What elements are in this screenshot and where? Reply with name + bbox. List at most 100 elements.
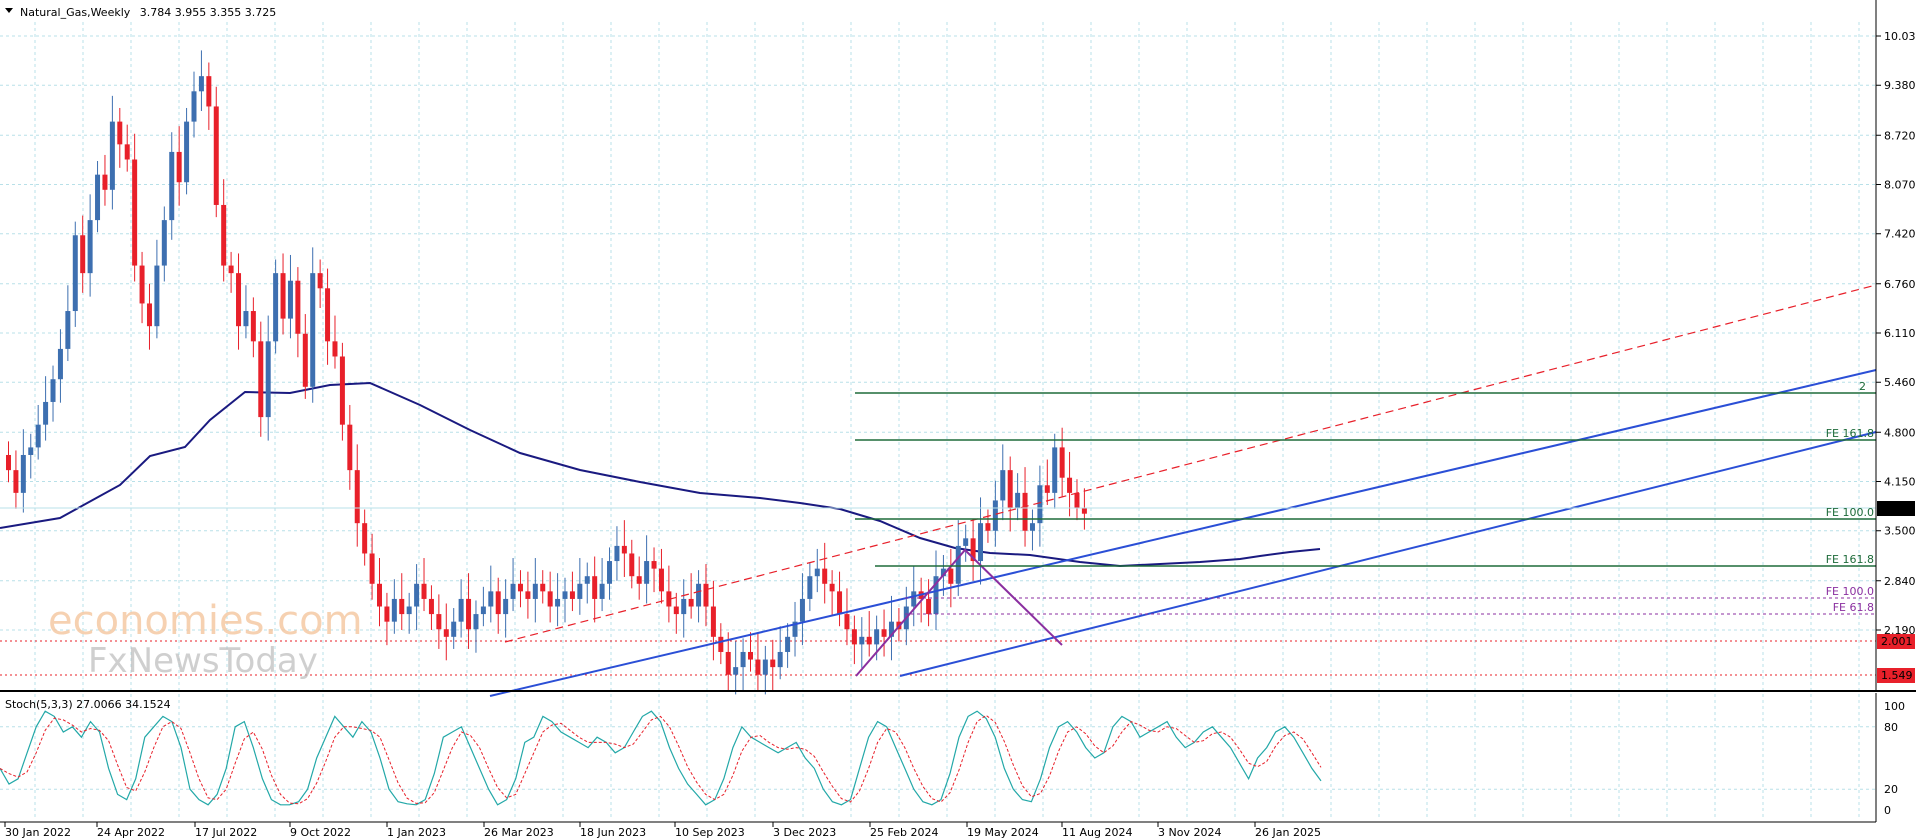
candle-body — [287, 280, 293, 319]
candle-body — [978, 523, 984, 562]
candle-body — [748, 651, 753, 660]
candle-body — [963, 538, 969, 546]
candle-body — [236, 273, 242, 327]
candle-body — [985, 523, 991, 531]
candle-body — [280, 273, 286, 319]
candle-body — [710, 606, 716, 637]
candle-body — [555, 598, 561, 607]
candle-body — [451, 621, 457, 637]
candle-body — [547, 591, 553, 607]
dashed-resistance-line[interactable] — [504, 284, 1877, 643]
stoch-level-label: 100 — [1884, 700, 1905, 713]
abc-pattern-line[interactable] — [855, 548, 1063, 677]
candle-body — [532, 583, 538, 599]
candle-body — [117, 121, 123, 145]
time-axis[interactable]: 30 Jan 2022 24 Apr 2022 17 Jul 2022 9 Oct 2… — [4, 822, 1321, 839]
current-price-text: 3.725 — [1881, 502, 1913, 515]
candle-body — [569, 591, 575, 599]
candle-body — [577, 583, 583, 599]
fib-label-purple-100: FE 100.0 — [1826, 585, 1874, 598]
candle-body — [57, 348, 63, 380]
time-label: 24 Apr 2022 — [97, 826, 165, 839]
candle-body — [725, 651, 731, 675]
candle-body — [354, 470, 360, 524]
candle-body — [844, 614, 850, 630]
candle-body — [243, 311, 249, 327]
time-label: 10 Sep 2023 — [675, 826, 745, 839]
price-label: 4.800 — [1884, 426, 1916, 439]
fib-label-lower-161: FE 161.8 — [1826, 553, 1874, 566]
candle-body — [510, 583, 516, 599]
candle-body — [792, 621, 798, 637]
price-label: 4.150 — [1884, 476, 1916, 489]
candle-body — [302, 333, 308, 387]
candle-body — [161, 220, 167, 266]
time-label: 30 Jan 2022 — [5, 826, 71, 839]
candle-body — [488, 591, 494, 607]
candle-body — [933, 576, 939, 615]
time-label: 26 Jan 2025 — [1255, 826, 1321, 839]
candle-body — [132, 159, 138, 266]
candle-body — [176, 151, 182, 183]
candlesticks — [6, 50, 1087, 695]
candle-body — [80, 235, 86, 274]
fib-label-161: FE 161.8 — [1826, 427, 1874, 440]
candle-body — [814, 568, 820, 577]
channel-lower-line[interactable] — [899, 431, 1877, 677]
candle-body — [384, 606, 390, 622]
candle-body — [443, 629, 449, 637]
price-label: 2.840 — [1884, 575, 1916, 588]
price-axis[interactable]: 10.030 9.380 8.720 8.070 7.420 6.760 6.110 5.46… — [1876, 30, 1916, 637]
candle-body — [1000, 470, 1006, 501]
candle-body — [399, 598, 405, 615]
candle-body — [1007, 470, 1013, 509]
candle-body — [421, 583, 427, 599]
candle-body — [688, 598, 694, 607]
candle-body — [6, 454, 11, 471]
dropdown-triangle-icon[interactable] — [5, 8, 13, 13]
candle-body — [599, 583, 605, 599]
candle-body — [1081, 508, 1087, 514]
watermark-economies: economies.com — [48, 598, 363, 644]
candle-body — [273, 273, 279, 342]
candle-body — [948, 568, 954, 584]
candle-body — [184, 121, 190, 183]
candle-body — [926, 598, 932, 615]
candle-body — [644, 561, 650, 584]
support-text-2: 1.549 — [1881, 669, 1913, 682]
candle-body — [72, 235, 78, 312]
candle-body — [65, 311, 71, 349]
time-label: 26 Mar 2023 — [484, 826, 554, 839]
candle-body — [807, 576, 813, 599]
candle-body — [851, 629, 857, 645]
price-label: 8.070 — [1884, 179, 1916, 192]
price-label: 8.720 — [1884, 129, 1916, 142]
channel-upper-line[interactable] — [489, 369, 1877, 697]
moving-average-line — [0, 381, 1321, 568]
fibonacci-extension[interactable] — [855, 392, 1876, 615]
candle-body — [213, 106, 219, 205]
candle-body — [658, 568, 664, 592]
candle-body — [28, 447, 34, 455]
candle-body — [406, 606, 412, 615]
candle-body — [696, 583, 702, 607]
current-price-badge — [1877, 501, 1915, 516]
candle-body — [35, 424, 41, 448]
candle-body — [480, 606, 486, 615]
candle-body — [436, 614, 442, 630]
price-label: 5.460 — [1884, 376, 1916, 389]
candle-body — [339, 356, 345, 425]
candle-body — [317, 273, 323, 289]
candle-body — [785, 636, 791, 652]
candle-body — [250, 311, 256, 342]
trendlines[interactable] — [489, 284, 1877, 697]
time-label: 18 Jun 2023 — [580, 826, 646, 839]
candle-body — [295, 280, 301, 334]
candle-body — [169, 151, 175, 221]
stoch-axis[interactable]: 100 80 20 0 — [1884, 700, 1905, 817]
candle-body — [1044, 485, 1050, 493]
stoch-signal-line — [0, 714, 1322, 805]
candle-body — [859, 636, 865, 645]
